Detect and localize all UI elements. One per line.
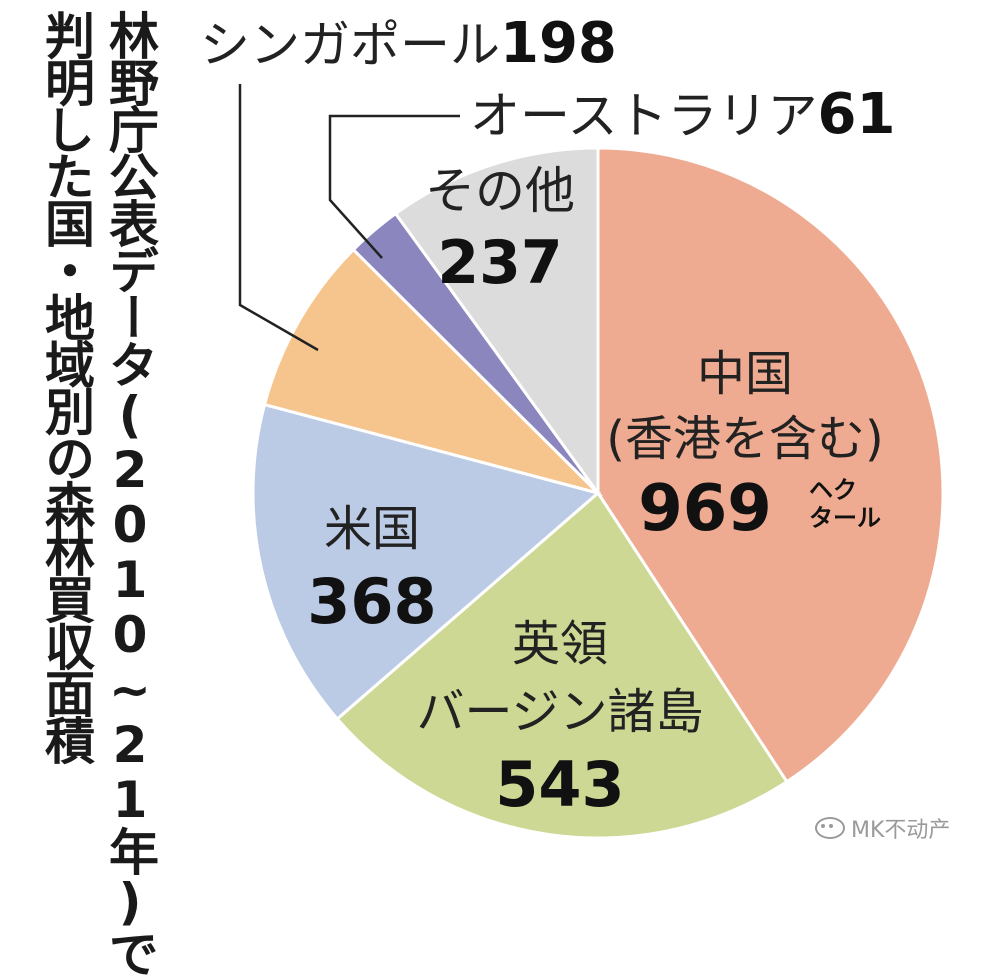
wechat-icon <box>815 817 845 839</box>
unit-label-bottom: タール <box>809 504 881 532</box>
slice-label-3: シンガポール198 <box>200 11 617 76</box>
slice-name-3: シンガポール <box>200 16 500 74</box>
pie-slice-1 <box>335 490 789 840</box>
watermark: MK不动产 <box>815 812 950 844</box>
chart-title-line-1: 林野庁公表データ(2010~21年)で <box>101 10 159 975</box>
slice-value-0: 969 <box>638 472 772 546</box>
slice-name-5-0: その他 <box>425 162 575 220</box>
pie-slice-2 <box>251 402 602 722</box>
slice-value-5: 237 <box>437 228 562 298</box>
slice-name-0-1: (香港を含む) <box>606 411 883 467</box>
leader-line-4 <box>328 114 460 259</box>
chart-title-line-2: 判明した国・地域別の森林買収面積 <box>37 10 95 762</box>
watermark-text: MK不动产 <box>851 818 951 843</box>
slice-name-1-0: 英領 <box>512 616 608 672</box>
leader-line-3 <box>238 84 319 352</box>
slice-name-4: オーストラリア <box>470 87 818 145</box>
slice-value-2: 368 <box>307 565 436 638</box>
slice-label-4: オーストラリア61 <box>470 82 895 147</box>
unit-label-top: ヘク <box>809 476 857 504</box>
slice-name-2-0: 米国 <box>324 501 420 557</box>
pie-slice-5 <box>393 146 600 498</box>
slice-value-1: 543 <box>495 748 624 821</box>
slice-name-1-1: バージン諸島 <box>416 684 703 740</box>
slice-value-3: 198 <box>500 11 617 76</box>
slice-name-0-0: 中国 <box>697 346 793 402</box>
slice-value-4: 61 <box>818 82 896 147</box>
pie-slice-3 <box>262 247 604 496</box>
